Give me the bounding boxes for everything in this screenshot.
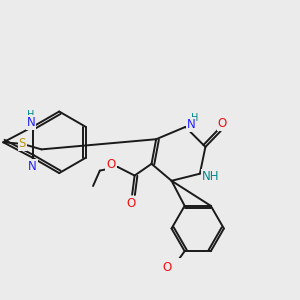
Text: N: N [28,160,37,173]
Text: O: O [218,117,227,130]
Text: O: O [106,158,116,171]
Text: N: N [187,118,195,131]
Text: O: O [162,261,171,274]
Text: S: S [19,137,26,150]
Text: N: N [27,116,35,129]
Text: H: H [27,110,35,120]
Text: NH: NH [202,170,219,183]
Text: H: H [191,113,198,123]
Text: O: O [126,197,135,210]
